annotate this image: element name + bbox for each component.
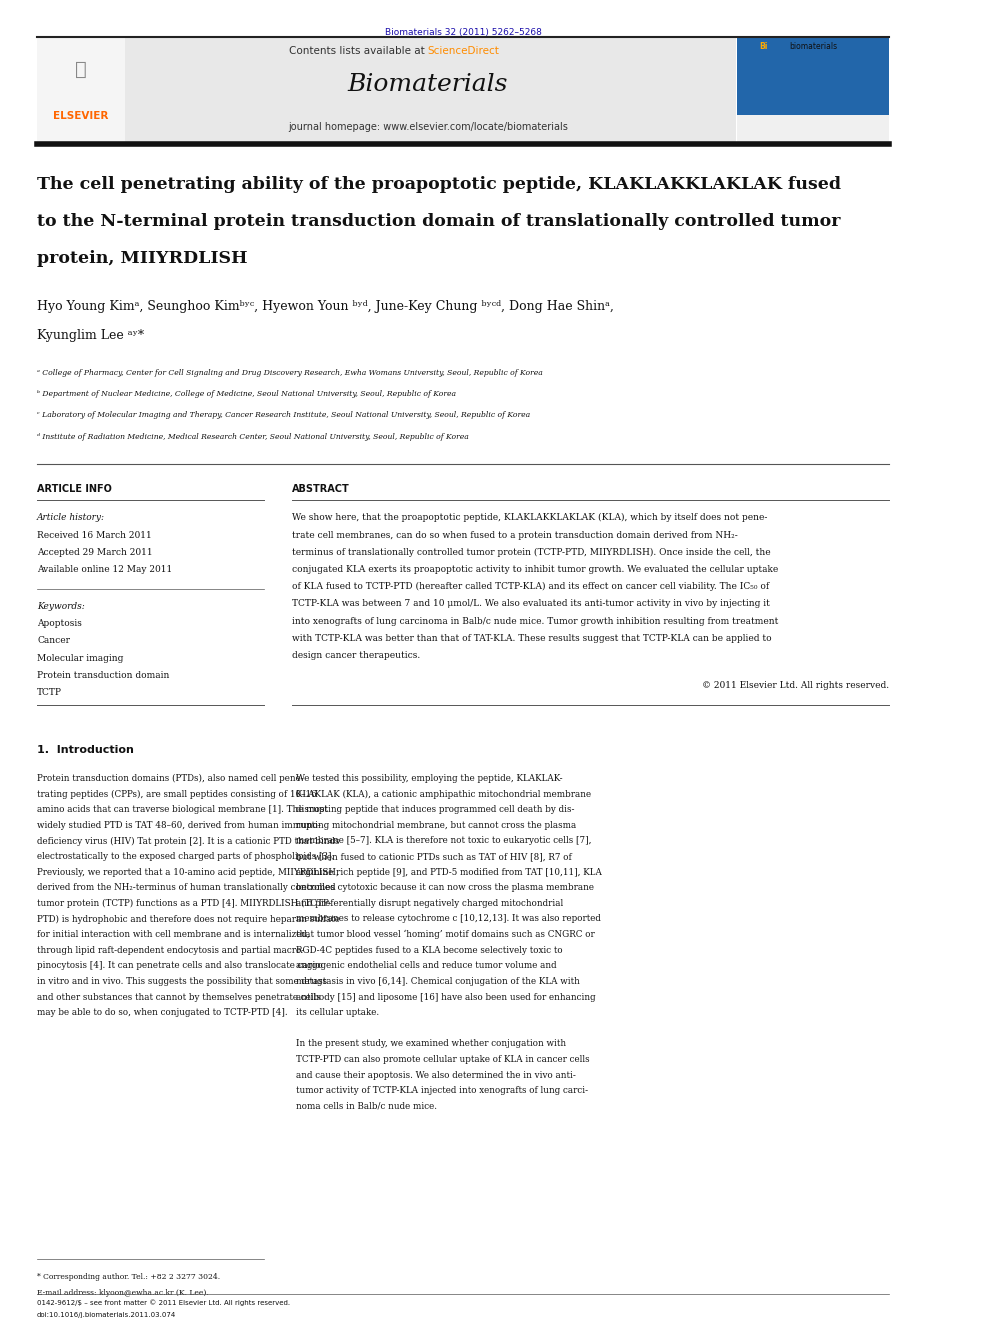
- Text: rupting mitochondrial membrane, but cannot cross the plasma: rupting mitochondrial membrane, but cann…: [297, 820, 576, 830]
- Text: Available online 12 May 2011: Available online 12 May 2011: [37, 565, 173, 574]
- Text: Protein transduction domain: Protein transduction domain: [37, 671, 170, 680]
- Text: trating peptides (CPPs), are small peptides consisting of 10–16: trating peptides (CPPs), are small pepti…: [37, 790, 316, 799]
- Text: in vitro and in vivo. This suggests the possibility that some drugs: in vitro and in vivo. This suggests the …: [37, 976, 327, 986]
- Text: derived from the NH₂-terminus of human translationally controlled: derived from the NH₂-terminus of human t…: [37, 884, 335, 892]
- Bar: [37, 38, 125, 142]
- Text: widely studied PTD is TAT 48–60, derived from human immuno-: widely studied PTD is TAT 48–60, derived…: [37, 820, 321, 830]
- Text: noma cells in Balb/c nude mice.: noma cells in Balb/c nude mice.: [297, 1102, 437, 1111]
- Text: ARTICLE INFO: ARTICLE INFO: [37, 484, 112, 495]
- Text: Biomaterials 32 (2011) 5262–5268: Biomaterials 32 (2011) 5262–5268: [385, 28, 542, 37]
- Text: Molecular imaging: Molecular imaging: [37, 654, 123, 663]
- Text: 🌿: 🌿: [74, 60, 86, 78]
- Bar: [737, 115, 889, 142]
- Text: that tumor blood vessel ‘homing’ motif domains such as CNGRC or: that tumor blood vessel ‘homing’ motif d…: [297, 930, 595, 939]
- Text: may be able to do so, when conjugated to TCTP-PTD [4].: may be able to do so, when conjugated to…: [37, 1008, 288, 1017]
- Text: metastasis in vivo [6,14]. Chemical conjugation of the KLA with: metastasis in vivo [6,14]. Chemical conj…: [297, 976, 580, 986]
- Text: ScienceDirect: ScienceDirect: [428, 46, 500, 57]
- Text: Previously, we reported that a 10-amino acid peptide, MIIYRDLISH,: Previously, we reported that a 10-amino …: [37, 868, 339, 877]
- Text: Protein transduction domains (PTDs), also named cell pene-: Protein transduction domains (PTDs), als…: [37, 774, 304, 783]
- Text: PTD) is hydrophobic and therefore does not require heparan sulfate: PTD) is hydrophobic and therefore does n…: [37, 914, 340, 923]
- Bar: [737, 38, 889, 142]
- Text: with TCTP-KLA was better than that of TAT-KLA. These results suggest that TCTP-K: with TCTP-KLA was better than that of TA…: [292, 634, 772, 643]
- Text: arginine rich peptide [9], and PTD-5 modified from TAT [10,11], KLA: arginine rich peptide [9], and PTD-5 mod…: [297, 868, 602, 877]
- Text: ELSEVIER: ELSEVIER: [53, 111, 108, 122]
- Text: biomaterials: biomaterials: [789, 42, 837, 52]
- Text: Apoptosis: Apoptosis: [37, 619, 82, 628]
- Text: TCTP-PTD can also promote cellular uptake of KLA in cancer cells: TCTP-PTD can also promote cellular uptak…: [297, 1054, 590, 1064]
- Text: membranes to release cytochrome c [10,12,13]. It was also reported: membranes to release cytochrome c [10,12…: [297, 914, 601, 923]
- Text: The cell penetrating ability of the proapoptotic peptide, KLAKLAKKLAKLAK fused: The cell penetrating ability of the proa…: [37, 176, 841, 193]
- Text: and preferentially disrupt negatively charged mitochondrial: and preferentially disrupt negatively ch…: [297, 898, 563, 908]
- Text: Article history:: Article history:: [37, 513, 105, 523]
- Text: of KLA fused to TCTP-PTD (hereafter called TCTP-KLA) and its effect on cancer ce: of KLA fused to TCTP-PTD (hereafter call…: [292, 582, 769, 591]
- Text: We show here, that the proapoptotic peptide, KLAKLAKKLAKLAK (KLA), which by itse: We show here, that the proapoptotic pept…: [292, 513, 767, 523]
- Text: journal homepage: www.elsevier.com/locate/biomaterials: journal homepage: www.elsevier.com/locat…: [288, 122, 567, 132]
- Text: E-mail address: klyoon@ewha.ac.kr (K. Lee).: E-mail address: klyoon@ewha.ac.kr (K. Le…: [37, 1289, 208, 1297]
- Text: trate cell membranes, can do so when fused to a protein transduction domain deri: trate cell membranes, can do so when fus…: [292, 531, 737, 540]
- Text: TCTP: TCTP: [37, 688, 62, 697]
- Text: TCTP-KLA was between 7 and 10 μmol/L. We also evaluated its anti-tumor activity : TCTP-KLA was between 7 and 10 μmol/L. We…: [292, 599, 770, 609]
- Text: deficiency virus (HIV) Tat protein [2]. It is a cationic PTD that binds: deficiency virus (HIV) Tat protein [2]. …: [37, 836, 339, 845]
- Text: membrane [5–7]. KLA is therefore not toxic to eukaryotic cells [7],: membrane [5–7]. KLA is therefore not tox…: [297, 836, 592, 845]
- Text: to the N-terminal protein transduction domain of translationally controlled tumo: to the N-terminal protein transduction d…: [37, 213, 840, 230]
- Text: ABSTRACT: ABSTRACT: [292, 484, 349, 495]
- Text: Contents lists available at: Contents lists available at: [289, 46, 428, 57]
- Text: 0142-9612/$ – see front matter © 2011 Elsevier Ltd. All rights reserved.: 0142-9612/$ – see front matter © 2011 El…: [37, 1299, 291, 1306]
- Text: Bi: Bi: [759, 42, 768, 52]
- Text: ᵃ College of Pharmacy, Center for Cell Signaling and Drug Discovery Research, Ew: ᵃ College of Pharmacy, Center for Cell S…: [37, 369, 543, 377]
- Text: disrupting peptide that induces programmed cell death by dis-: disrupting peptide that induces programm…: [297, 806, 574, 814]
- Text: and other substances that cannot by themselves penetrate cells: and other substances that cannot by them…: [37, 992, 320, 1002]
- Text: becomes cytotoxic because it can now cross the plasma membrane: becomes cytotoxic because it can now cro…: [297, 884, 594, 892]
- Text: RGD-4C peptides fused to a KLA become selectively toxic to: RGD-4C peptides fused to a KLA become se…: [297, 946, 563, 955]
- Text: through lipid raft-dependent endocytosis and partial macro-: through lipid raft-dependent endocytosis…: [37, 946, 305, 955]
- Text: Accepted 29 March 2011: Accepted 29 March 2011: [37, 548, 153, 557]
- Text: but when fused to cationic PTDs such as TAT of HIV [8], R7 of: but when fused to cationic PTDs such as …: [297, 852, 572, 861]
- Text: ᵈ Institute of Radiation Medicine, Medical Research Center, Seoul National Unive: ᵈ Institute of Radiation Medicine, Medic…: [37, 433, 469, 441]
- Text: * Corresponding author. Tel.: +82 2 3277 3024.: * Corresponding author. Tel.: +82 2 3277…: [37, 1273, 220, 1281]
- Text: Hyo Young Kimᵃ, Seunghoo Kimᵇʸᶜ, Hyewon Youn ᵇʸᵈ, June-Key Chung ᵇʸᶜᵈ, Dong Hae : Hyo Young Kimᵃ, Seunghoo Kimᵇʸᶜ, Hyewon …: [37, 300, 614, 314]
- Text: tumor protein (TCTP) functions as a PTD [4]. MIIYRDLISH (TCTP-: tumor protein (TCTP) functions as a PTD …: [37, 898, 331, 908]
- Text: conjugated KLA exerts its proapoptotic activity to inhibit tumor growth. We eval: conjugated KLA exerts its proapoptotic a…: [292, 565, 778, 574]
- Text: We tested this possibility, employing the peptide, KLAKLAK-: We tested this possibility, employing th…: [297, 774, 563, 783]
- Text: © 2011 Elsevier Ltd. All rights reserved.: © 2011 Elsevier Ltd. All rights reserved…: [702, 681, 889, 691]
- Text: angiogenic endothelial cells and reduce tumor volume and: angiogenic endothelial cells and reduce …: [297, 962, 557, 970]
- Text: doi:10.1016/j.biomaterials.2011.03.074: doi:10.1016/j.biomaterials.2011.03.074: [37, 1312, 177, 1319]
- Text: antibody [15] and liposome [16] have also been used for enhancing: antibody [15] and liposome [16] have als…: [297, 992, 596, 1002]
- Text: protein, MIIYRDLISH: protein, MIIYRDLISH: [37, 250, 248, 267]
- Text: 1.  Introduction: 1. Introduction: [37, 745, 134, 755]
- Text: tumor activity of TCTP-KLA injected into xenografts of lung carci-: tumor activity of TCTP-KLA injected into…: [297, 1086, 588, 1095]
- Text: terminus of translationally controlled tumor protein (TCTP-PTD, MIIYRDLISH). Onc: terminus of translationally controlled t…: [292, 548, 771, 557]
- Text: and cause their apoptosis. We also determined the in vivo anti-: and cause their apoptosis. We also deter…: [297, 1070, 576, 1080]
- Text: amino acids that can traverse biological membrane [1]. The most: amino acids that can traverse biological…: [37, 806, 327, 814]
- Text: ᵇ Department of Nuclear Medicine, College of Medicine, Seoul National University: ᵇ Department of Nuclear Medicine, Colleg…: [37, 390, 456, 398]
- Text: ᶜ Laboratory of Molecular Imaging and Therapy, Cancer Research Institute, Seoul : ᶜ Laboratory of Molecular Imaging and Th…: [37, 411, 530, 419]
- Text: In the present study, we examined whether conjugation with: In the present study, we examined whethe…: [297, 1040, 566, 1048]
- Text: Cancer: Cancer: [37, 636, 70, 646]
- Text: for initial interaction with cell membrane and is internalized,: for initial interaction with cell membra…: [37, 930, 310, 939]
- Text: Received 16 March 2011: Received 16 March 2011: [37, 531, 152, 540]
- Text: Keywords:: Keywords:: [37, 602, 84, 611]
- Text: electrostatically to the exposed charged parts of phospholipids [3].: electrostatically to the exposed charged…: [37, 852, 334, 861]
- Text: into xenografts of lung carcinoma in Balb/c nude mice. Tumor growth inhibition r: into xenografts of lung carcinoma in Bal…: [292, 617, 778, 626]
- Text: its cellular uptake.: its cellular uptake.: [297, 1008, 380, 1017]
- Text: Biomaterials: Biomaterials: [347, 73, 508, 95]
- Text: design cancer therapeutics.: design cancer therapeutics.: [292, 651, 420, 660]
- Text: pinocytosis [4]. It can penetrate cells and also translocate cargo: pinocytosis [4]. It can penetrate cells …: [37, 962, 322, 970]
- Text: Kyunglim Lee ᵃʸ*: Kyunglim Lee ᵃʸ*: [37, 329, 144, 343]
- Text: KLAKLAK (KLA), a cationic amphipathic mitochondrial membrane: KLAKLAK (KLA), a cationic amphipathic mi…: [297, 790, 591, 799]
- Bar: [125, 38, 736, 142]
